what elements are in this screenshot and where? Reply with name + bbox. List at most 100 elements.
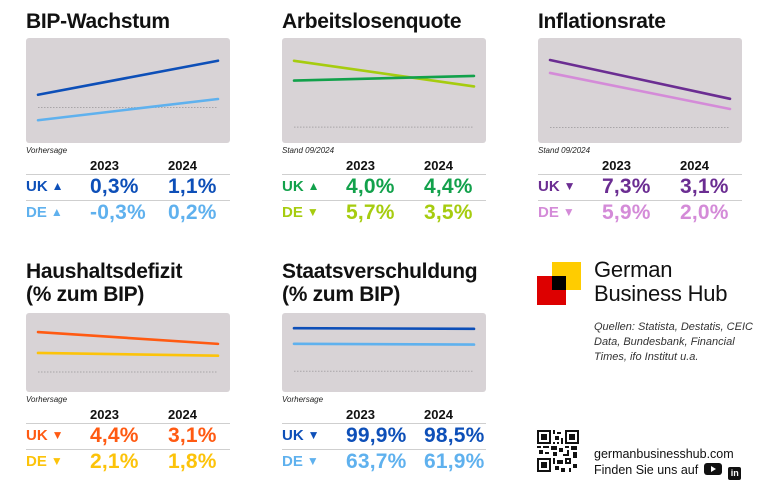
year-header: 2023 [346,158,375,173]
country-code: DE [282,453,303,470]
trend-down-icon: ▼ [306,454,319,468]
trend-down-icon: ▼ [51,428,64,442]
chart-area [26,38,230,143]
series-line-uk [36,59,220,97]
table-row-de: DE ▲ -0,3% 0,2% [26,201,230,226]
value-2023: 63,7% [346,450,407,473]
chart-area [282,38,486,143]
panel-title-line: Haushaltsdefizit [26,260,183,283]
value-2023: 4,4% [90,424,139,447]
year-header: 2023 [90,158,119,173]
value-2023: 0,3% [90,175,139,198]
chart-area [282,313,486,392]
value-2024: 3,1% [168,424,217,447]
social-text: Finden Sie uns auf [594,463,699,477]
country-code: DE [26,204,47,221]
year-header: 2024 [424,407,453,422]
table-row-uk: UK ▼ 7,3% 3,1% [538,175,742,201]
country-label: DE ▲ [26,204,63,221]
series-line-uk [292,326,476,331]
panel-title-line: (% zum BIP) [282,283,401,306]
value-2024: 2,0% [680,201,729,224]
table-row-de: DE ▼ 5,7% 3,5% [282,201,486,226]
country-label: DE ▼ [26,453,63,470]
qr-code[interactable] [536,430,580,472]
series-line-uk [36,330,220,346]
panel-inflationsrate: Inflationsrate Stand 09/2024 2023 2024 UK ▼ 7,… [538,10,744,224]
german-business-hub-logo [537,262,581,306]
country-code: DE [26,453,47,470]
year-header: 2024 [168,158,197,173]
brand-name: German Business Hub [594,258,728,306]
year-header-row: 2023 2024 [26,407,230,424]
country-code: UK [282,178,304,195]
sources-note: Quellen: Statista, Destatis, CEIC Data, … [594,321,753,363]
panel-title-line: (% zum BIP) [26,283,145,306]
series-line-uk [548,58,732,101]
line-chart [292,326,476,372]
year-header: 2023 [90,407,119,422]
line-chart [292,59,476,128]
panel-title-line: Arbeitslosenquote [282,10,462,33]
table-row-uk: UK ▼ 4,4% 3,1% [26,424,230,450]
value-2023: 4,0% [346,175,395,198]
year-header: 2023 [602,158,631,173]
country-label: UK ▼ [26,427,64,444]
values-table: 2023 2024 UK ▲ 0,3% 1,1% DE ▲ -0,3% 0,2% [26,158,230,226]
value-2023: 2,1% [90,450,139,473]
series-line-de [36,97,220,122]
panel-title: Haushaltsdefizit (% zum BIP) [26,260,232,306]
trend-up-icon: ▲ [307,179,320,193]
panel-title: BIP-Wachstum [26,10,232,33]
panel-arbeitslosenquote: Arbeitslosenquote Stand 09/2024 2023 2024 UK… [282,10,488,224]
value-2024: 3,1% [680,175,729,198]
panel-title: Arbeitslosenquote [282,10,488,33]
table-row-uk: UK ▲ 4,0% 4,4% [282,175,486,201]
country-code: DE [538,204,559,221]
values-table: 2023 2024 UK ▲ 4,0% 4,4% DE ▼ 5,7% 3,5% [282,158,486,226]
linkedin-icon[interactable]: in [728,467,742,480]
trend-down-icon: ▼ [563,179,576,193]
year-header-row: 2023 2024 [26,158,230,175]
value-2023: 5,7% [346,201,395,224]
panel-staatsverschuldung: Staatsverschuldung (% zum BIP) Vorhersage 2… [282,260,488,473]
youtube-icon[interactable] [703,463,722,475]
country-label: UK ▲ [26,178,64,195]
social-line: Finden Sie uns auf in [594,462,742,480]
values-table: 2023 2024 UK ▼ 4,4% 3,1% DE ▼ 2,1% 1,8% [26,407,230,475]
trend-up-icon: ▲ [51,179,64,193]
value-2023: 7,3% [602,175,651,198]
country-label: UK ▲ [282,178,320,195]
panel-title-line: BIP-Wachstum [26,10,170,33]
value-2024: 3,5% [424,201,473,224]
value-2024: 1,8% [168,450,217,473]
trend-up-icon: ▲ [50,205,63,219]
panel-title-line: Staatsverschuldung [282,260,478,283]
country-code: UK [538,178,560,195]
series-line-de [36,351,220,357]
series-line-de [292,342,476,346]
value-2023: 99,9% [346,424,407,447]
chart-area [538,38,742,143]
trend-down-icon: ▼ [50,454,63,468]
country-label: UK ▼ [282,427,320,444]
line-chart [36,330,220,373]
year-header: 2024 [168,407,197,422]
country-code: DE [282,204,303,221]
panel-title: Staatsverschuldung (% zum BIP) [282,260,488,306]
table-row-de: DE ▼ 2,1% 1,8% [26,450,230,475]
country-label: DE ▼ [282,204,319,221]
chart-note: Vorhersage [282,395,324,404]
website-link[interactable]: germanbusinesshub.com [594,447,734,461]
country-label: DE ▼ [538,204,575,221]
year-header-row: 2023 2024 [282,158,486,175]
series-line-de [292,59,476,88]
panel-haushaltsdefizit: Haushaltsdefizit (% zum BIP) Vorhersage 202… [26,260,232,473]
country-code: UK [282,427,304,444]
brand-name-line-2: Business Hub [594,281,728,306]
country-label: DE ▼ [282,453,319,470]
values-table: 2023 2024 UK ▼ 99,9% 98,5% DE ▼ 63,7% 61,9% [282,407,486,475]
chart-note: Stand 09/2024 [538,146,591,155]
series-line-de [548,71,732,111]
contact-block: germanbusinesshub.com Finden Sie uns auf… [594,446,742,480]
